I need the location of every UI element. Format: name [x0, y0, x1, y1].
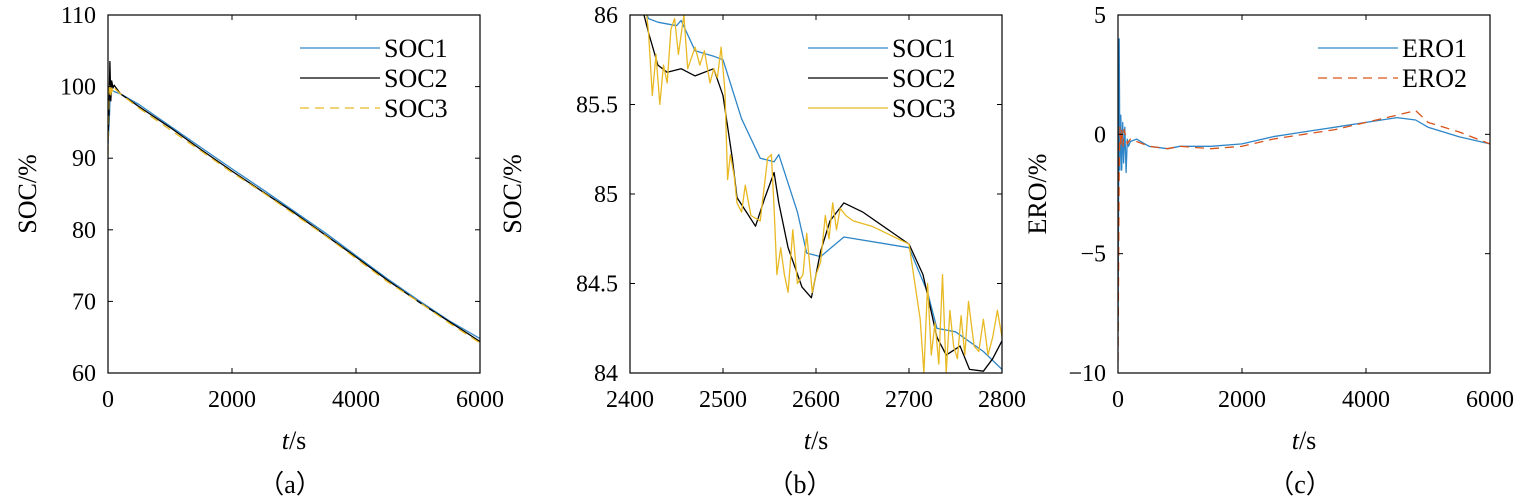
y-tick-label: 0	[1094, 122, 1106, 148]
x-tick-label: 4000	[1342, 387, 1390, 413]
panel-label: （a）	[258, 470, 322, 499]
y-tick-label: 5	[1094, 3, 1106, 29]
series-line-ero2	[1118, 109, 1490, 362]
x-tick-label: 0	[102, 387, 114, 413]
y-tick-label: 100	[60, 75, 96, 101]
x-tick-label: 2800	[978, 387, 1026, 413]
panel-label: （c）	[1268, 470, 1332, 499]
chart-panel-2: 2400 2500 2600 2700 2800 84 84.5 85 85.5 86 t/s SOC…	[498, 3, 1026, 499]
x-axis-label: t/s	[804, 426, 829, 455]
y-tick-label: −10	[1068, 361, 1106, 387]
y-axis-label: ERO/%	[1023, 154, 1052, 235]
legend-label-soc3: SOC3	[892, 94, 956, 123]
x-tick-label: 4000	[332, 387, 380, 413]
x-tick-label: 2500	[699, 387, 747, 413]
y-tick-label: 84	[594, 361, 618, 387]
panel-label: （b）	[767, 470, 832, 499]
x-tick-label: 6000	[456, 387, 504, 413]
legend-label-soc1: SOC1	[892, 34, 956, 63]
series-line-soc3	[645, 15, 1002, 373]
x-axis-label: t/s	[282, 426, 307, 455]
y-tick-label: 85.5	[576, 93, 618, 119]
y-tick-label: 85	[594, 182, 618, 208]
plot-frame	[107, 14, 481, 374]
series-line-soc2	[108, 60, 480, 343]
x-axis-label: t/s	[1292, 426, 1317, 455]
y-tick-label: −5	[1080, 242, 1106, 268]
y-tick-label: 60	[72, 361, 96, 387]
legend-label-ero2: ERO2	[1402, 64, 1467, 93]
y-tick-label: 80	[72, 218, 96, 244]
y-tick-label: 86	[594, 3, 618, 29]
x-tick-label: 2400	[606, 387, 654, 413]
legend-label-ero1: ERO1	[1402, 34, 1467, 63]
x-tick-label: 2000	[208, 387, 256, 413]
legend-label-soc1: SOC1	[384, 34, 448, 63]
x-tick-label: 2700	[885, 387, 933, 413]
series-line-soc1	[646, 15, 1002, 370]
x-tick-label: 2600	[792, 387, 840, 413]
x-tick-label: 2000	[1218, 387, 1266, 413]
legend-label-soc2: SOC2	[384, 64, 448, 93]
series-line-soc2	[643, 15, 1002, 372]
x-tick-label: 0	[1112, 387, 1124, 413]
y-tick-label: 110	[61, 3, 96, 29]
y-tick-label: 84.5	[576, 272, 618, 298]
chart-panel-1: 0 2000 4000 6000 60 70 80 90 100 110 t/s SOC/% （a） SO…	[13, 3, 504, 499]
y-tick-label: 70	[72, 289, 96, 315]
y-tick-label: 90	[72, 146, 96, 172]
legend-label-soc2: SOC2	[892, 64, 956, 93]
y-axis-label: SOC/%	[498, 154, 527, 233]
legend-label-soc3: SOC3	[384, 94, 448, 123]
plot-frame	[1117, 14, 1491, 374]
x-tick-label: 6000	[1466, 387, 1514, 413]
y-axis-label: SOC/%	[13, 154, 42, 233]
